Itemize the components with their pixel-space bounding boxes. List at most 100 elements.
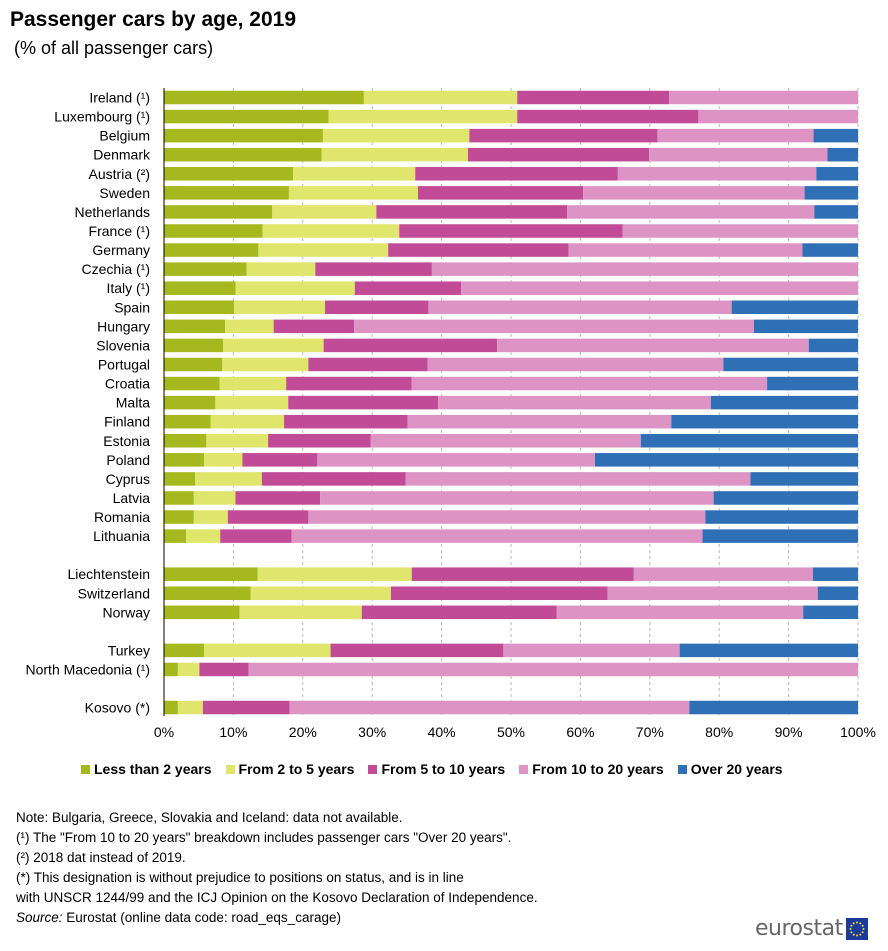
category-label: Latvia (113, 490, 151, 506)
category-label: Austria (²) (89, 166, 150, 182)
bar-segment (164, 395, 216, 410)
bar-segment (284, 414, 408, 429)
category-label: Germany (92, 242, 150, 258)
category-label: Hungary (97, 318, 150, 334)
bar-segment (633, 567, 813, 581)
category-label: North Macedonia (¹) (26, 661, 151, 677)
bar-segment (411, 376, 768, 391)
bar-segment (164, 319, 226, 334)
bar-segment (363, 90, 518, 105)
category-label: Malta (116, 395, 150, 411)
bar-segment (268, 434, 371, 448)
bar-segment (164, 224, 263, 238)
bar-segment (671, 414, 858, 429)
bar-segment (320, 491, 714, 505)
bar-segment (388, 243, 569, 257)
bar-segment (164, 357, 223, 372)
bar-segment (164, 300, 235, 315)
bar-segment (705, 510, 858, 524)
bar-segment (257, 567, 412, 581)
category-label: Denmark (93, 147, 151, 163)
bar-segment (246, 262, 316, 276)
bar-segment (390, 586, 608, 600)
bar-segment (164, 529, 187, 543)
legend-label: From 2 to 5 years (238, 761, 355, 777)
bar-segment (753, 319, 858, 334)
bar-segment (164, 700, 178, 715)
bar-segment (640, 434, 858, 448)
bar-segment (827, 147, 858, 162)
category-label: Czechia (¹) (82, 261, 150, 277)
bar-segment (812, 567, 858, 581)
bar-segment (461, 281, 858, 295)
bar-segment (261, 472, 406, 486)
bar-segment (816, 167, 858, 181)
bar-segment (288, 395, 439, 410)
bar-segment (710, 395, 858, 410)
bar-segment (702, 529, 858, 543)
bar-segment (164, 147, 322, 162)
bar-segment (649, 147, 828, 162)
bar-segment (235, 491, 321, 505)
category-label: Portugal (98, 356, 150, 372)
bar-segment (438, 395, 711, 410)
bar-segment (177, 662, 200, 677)
bar-segment (202, 700, 290, 715)
chart-subtitle: (% of all passenger cars) (14, 38, 214, 58)
bar-segment (164, 643, 205, 658)
bar-segment (317, 453, 595, 467)
bar-segment (817, 586, 858, 600)
bar-segment (248, 662, 859, 677)
note-line: Note: Bulgaria, Greece, Slovakia and Ice… (16, 810, 403, 825)
bar-segment (802, 243, 858, 257)
source-text: Eurostat (online data code: road_eqs_car… (62, 910, 341, 925)
source-label: Source: (16, 910, 63, 925)
bar-segment (164, 605, 240, 620)
bar-segment (210, 414, 285, 429)
bar-segment (322, 128, 470, 143)
bar-segment (418, 186, 584, 200)
bar-segment (568, 243, 803, 257)
bar-segment (164, 338, 223, 353)
bar-segment (411, 567, 634, 581)
bar-segment (222, 357, 309, 372)
category-label: Belgium (99, 128, 150, 144)
bar-segment (220, 529, 292, 543)
bar-segment (428, 300, 732, 315)
bar-segment (607, 586, 818, 600)
legend-item-10-to-20: From 10 to 20 years (519, 761, 664, 777)
category-label: Ireland (¹) (89, 90, 150, 106)
bar-segment (164, 243, 259, 257)
bar-segment (361, 605, 557, 620)
bar-segment (193, 491, 236, 505)
x-tick-label: 10% (219, 724, 247, 740)
bar-segment (723, 357, 858, 372)
bar-segment (370, 434, 641, 448)
legend-swatch (677, 764, 687, 774)
chart-title: Passenger cars by age, 2019 (10, 8, 297, 31)
bar-segment (669, 90, 858, 105)
category-label: Spain (114, 299, 150, 315)
bar-segment (164, 567, 258, 581)
legend-item-less-than-2: Less than 2 years (81, 761, 212, 777)
bar-segment (750, 472, 858, 486)
bar-segment (288, 186, 419, 200)
bar-segment (813, 128, 858, 143)
category-label: Kosovo (*) (85, 700, 150, 716)
bar-segment (767, 376, 858, 391)
bar-segment (308, 510, 706, 524)
legend-item-over-20: Over 20 years (677, 761, 783, 777)
legend-label: Less than 2 years (94, 761, 212, 777)
x-tick-label: 80% (705, 724, 733, 740)
legend-swatch (225, 764, 235, 774)
bar-segment (289, 700, 690, 715)
x-tick-label: 20% (289, 724, 317, 740)
bar-segment (235, 281, 355, 295)
bar-segment (407, 414, 672, 429)
bar-segment (657, 128, 814, 143)
bar-segment (376, 205, 568, 219)
bar-segment (814, 205, 858, 219)
bar-segment (467, 147, 650, 162)
bar-segment (204, 643, 331, 658)
bar-segment (227, 510, 309, 524)
